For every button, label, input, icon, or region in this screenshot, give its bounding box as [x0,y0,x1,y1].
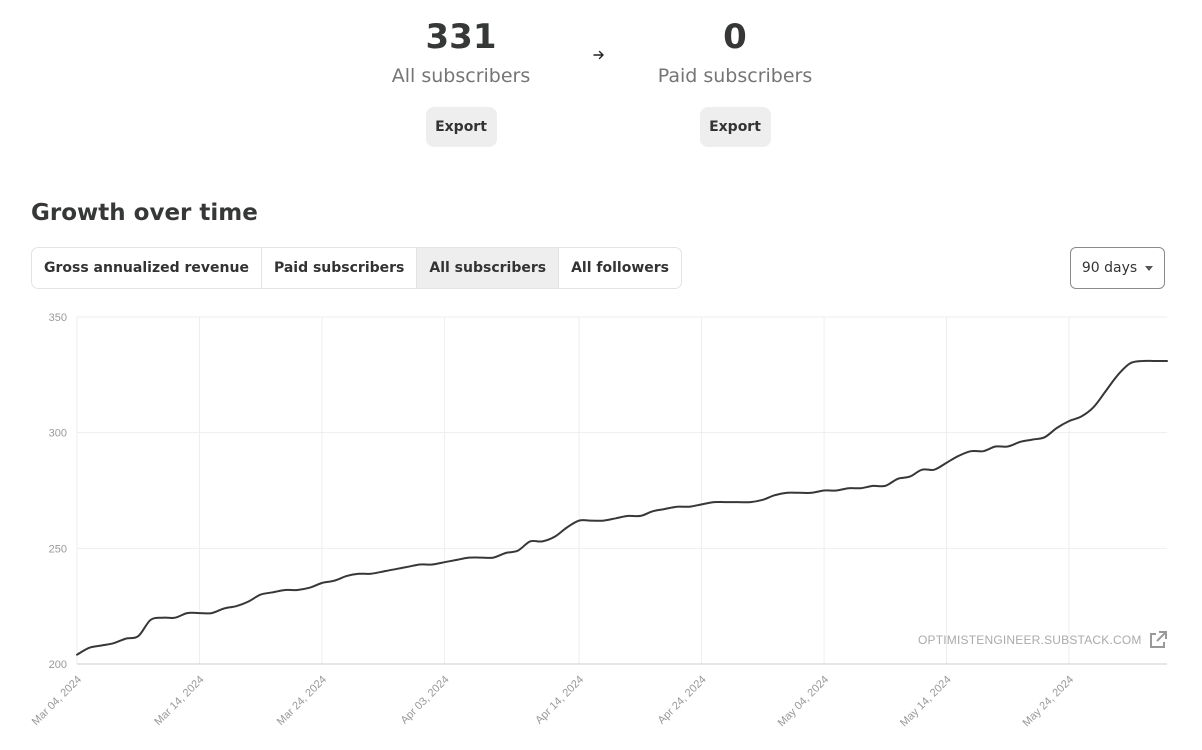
range-select[interactable]: 90 days [1070,247,1165,289]
tab-all-subscribers[interactable]: All subscribers [417,248,560,288]
x-tick-label: Apr 03, 2024 [399,674,452,727]
x-tick-label: Apr 24, 2024 [656,674,709,727]
all-subscribers-count: 331 [425,17,497,57]
paid-subscribers-label: Paid subscribers [657,65,813,87]
chart-grid [76,316,1167,664]
y-tick-label: 250 [49,543,67,555]
external-link-icon [1149,631,1167,648]
x-tick-label: May 04, 2024 [776,674,832,730]
x-tick-label: Mar 04, 2024 [30,674,84,728]
x-tick-label: Mar 24, 2024 [275,674,329,728]
tab-gross-annualized-revenue[interactable]: Gross annualized revenue [32,248,262,288]
y-tick-label: 350 [49,312,67,324]
y-tick-label: 200 [49,659,67,671]
y-tick-label: 300 [49,428,67,440]
tab-all-followers[interactable]: All followers [571,260,669,276]
range-select-value: 90 days [1081,260,1138,276]
x-tick-label: Mar 14, 2024 [152,674,206,728]
x-tick-label: May 24, 2024 [1021,674,1077,730]
x-axis-ticks: Mar 04, 2024 Mar 14, 2024 Mar 24, 2024 Apr … [30,674,1076,730]
all-subscribers-label: All subscribers [391,65,531,87]
section-title: Growth over time [31,200,258,226]
tab-paid-subscribers[interactable]: Paid subscribers [262,248,418,288]
watermark[interactable]: OPTIMISTENGINEER.SUBSTACK.COM [918,630,1168,650]
y-axis-ticks: 200 250 300 350 [49,312,67,671]
export-paid-subscribers-button[interactable]: Export [699,107,771,147]
export-all-subscribers-button[interactable]: Export [425,107,497,147]
watermark-text: OPTIMISTENGINEER.SUBSTACK.COM [918,633,1142,647]
series-line [76,359,1168,656]
x-tick-label: Apr 14, 2024 [533,674,586,727]
paid-subscribers-count: 0 [723,17,747,57]
all-subscribers-stat: 331 All subscribers Export [351,14,571,147]
chevron-down-icon [1145,265,1154,271]
paid-subscribers-stat: 0 Paid subscribers Export [625,14,845,147]
x-tick-label: May 14, 2024 [898,674,954,730]
metric-tabs: Gross annualized revenue Paid subscriber… [31,247,682,289]
arrow-right-icon [593,50,604,60]
